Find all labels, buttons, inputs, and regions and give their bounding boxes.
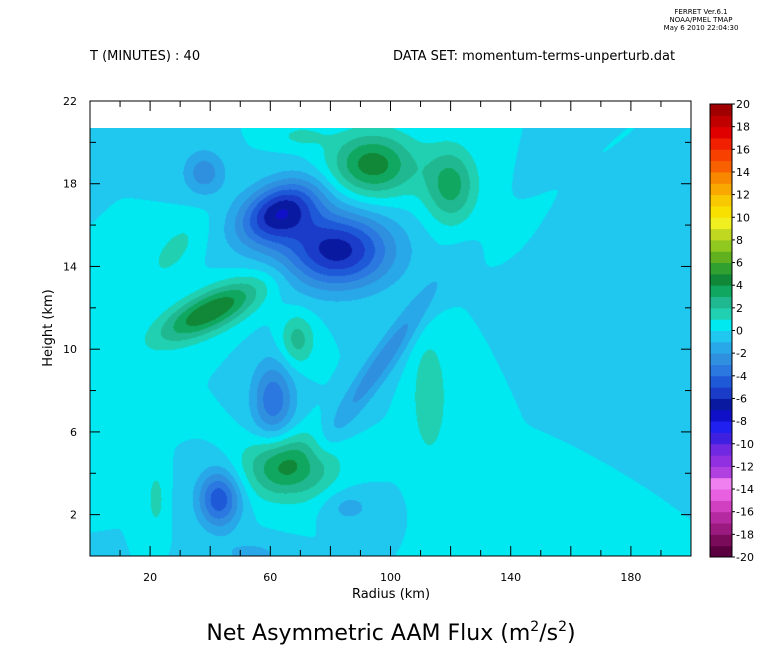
colorbar-swatch [710,341,732,354]
colorbar-swatch [710,194,732,207]
colorbar-swatch [710,183,732,196]
y-tick-label: 18 [63,178,77,191]
colorbar-swatch [710,409,732,422]
colorbar-label: -10 [736,438,754,451]
colorbar-label: 8 [736,234,743,247]
y-tick-label: 22 [63,95,77,108]
colorbar-swatch [710,511,732,524]
x-tick-label: 100 [380,571,401,584]
colorbar-swatch [710,443,732,456]
colorbar-swatch [710,149,732,162]
colorbar-label: -20 [736,551,754,564]
x-tick-label: 20 [143,571,157,584]
colorbar-swatch [710,466,732,479]
colorbar-label: -4 [736,370,747,383]
colorbar-label: -2 [736,347,747,360]
time-label: T (MINUTES) : 40 [89,49,200,64]
chart-title: Net Asymmetric AAM Flux (m2/s2) [206,619,575,646]
colorbar-swatch [710,273,732,286]
y-tick-label: 2 [70,509,77,522]
colorbar-swatch [710,115,732,128]
colorbar-label: 4 [736,279,743,292]
colorbar-swatch [710,387,732,399]
colorbar-swatch [710,251,732,264]
colorbar-swatch [710,137,732,150]
colorbar-label: 6 [736,257,743,270]
colorbar-label: -14 [736,483,754,496]
colorbar-label: 10 [736,211,750,224]
colorbar-swatch [710,398,732,411]
colorbar-swatch [710,296,732,309]
colorbar-label: 16 [736,143,750,156]
colorbar-swatch [710,126,732,139]
x-tick-label: 60 [263,571,277,584]
colorbar-swatch [710,534,732,547]
colorbar-swatch [710,477,732,490]
colorbar-swatch [710,319,732,331]
colorbar-label: -12 [736,460,754,473]
colorbar-swatch [710,104,732,116]
colorbar-swatch [710,523,732,535]
colorbar-label: -6 [736,392,747,405]
colorbar-label: 0 [736,325,743,338]
axis-ticks: 20 60 100 140 180 2 6 10 14 18 22 [63,95,691,584]
colorbar-swatch [710,171,732,184]
colorbar-swatch [710,307,732,320]
ferret-version-label: FERRET Ver.6.1 [674,8,727,16]
colorbar-swatch [710,239,732,252]
colorbar-label: 2 [736,302,743,315]
colorbar-swatch [710,228,732,241]
colorbar-label: 18 [736,121,750,134]
colorbar-swatch [710,262,732,275]
colorbar-swatch [710,353,732,365]
colorbar-swatch [710,160,732,173]
x-tick-label: 180 [620,571,641,584]
colorbar-label: -18 [736,528,754,541]
colorbar-swatch [710,330,732,343]
x-tick-label: 140 [500,571,521,584]
heatmap-field [90,128,691,556]
y-tick-label: 14 [63,260,77,273]
colorbar-swatch [710,489,732,501]
colorbar-label: 14 [736,166,750,179]
colorbar-label: 20 [736,98,750,111]
ferret-date-label: May 6 2010 22:04:30 [664,24,739,32]
colorbar-swatch [710,205,732,218]
plot-area: 20 60 100 140 180 2 6 10 14 18 22 [63,95,692,584]
colorbar-swatch [710,285,732,298]
colorbar-swatch [710,421,732,433]
colorbar-label: -8 [736,415,747,428]
colorbar: 20181614121086420-2-4-6-8-10-12-14-16-18… [709,98,754,564]
colorbar-swatch [710,364,732,377]
y-axis-label: Height (km) [41,289,56,366]
x-axis-label: Radius (km) [352,587,430,602]
colorbar-label: 12 [736,189,750,202]
colorbar-swatch [710,545,732,558]
colorbar-swatch [710,455,732,467]
colorbar-swatch [710,432,732,445]
ferret-org-label: NOAA/PMEL TMAP [670,16,733,24]
y-tick-label: 6 [70,426,77,439]
colorbar-swatch [710,217,732,230]
colorbar-swatch [710,500,732,513]
y-tick-label: 10 [63,343,77,356]
colorbar-swatch [710,375,732,388]
dataset-label: DATA SET: momentum-terms-unperturb.dat [393,49,675,64]
colorbar-label: -16 [736,506,754,519]
